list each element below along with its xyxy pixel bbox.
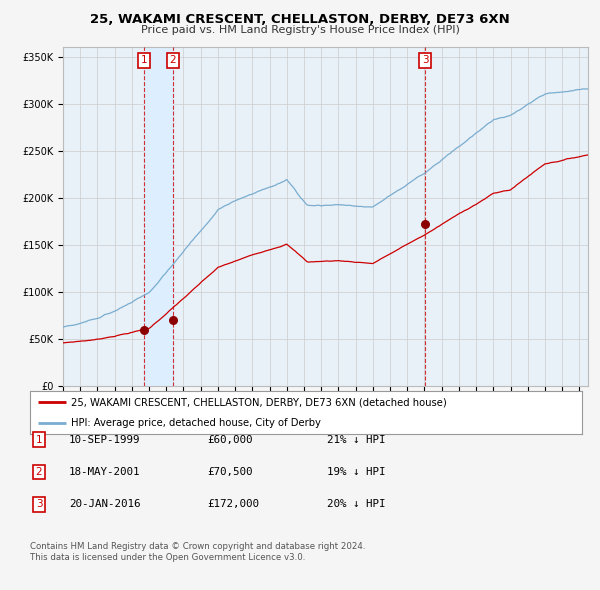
Text: 25, WAKAMI CRESCENT, CHELLASTON, DERBY, DE73 6XN: 25, WAKAMI CRESCENT, CHELLASTON, DERBY, … [90,13,510,26]
Text: 19% ↓ HPI: 19% ↓ HPI [327,467,386,477]
Text: £60,000: £60,000 [207,435,253,444]
Point [139,325,149,335]
Text: 2: 2 [170,55,176,65]
Text: 1: 1 [35,435,43,444]
Point [421,219,430,229]
Text: This data is licensed under the Open Government Licence v3.0.: This data is licensed under the Open Gov… [30,553,305,562]
Text: 2: 2 [35,467,43,477]
Text: 1: 1 [140,55,147,65]
Text: 20% ↓ HPI: 20% ↓ HPI [327,500,386,509]
Bar [144,47,173,386]
Text: 20-JAN-2016: 20-JAN-2016 [69,500,140,509]
Text: 21% ↓ HPI: 21% ↓ HPI [327,435,386,444]
Text: 10-SEP-1999: 10-SEP-1999 [69,435,140,444]
Text: 3: 3 [422,55,428,65]
Text: £70,500: £70,500 [207,467,253,477]
Text: Contains HM Land Registry data © Crown copyright and database right 2024.: Contains HM Land Registry data © Crown c… [30,542,365,550]
Point [168,315,178,324]
Text: 18-MAY-2001: 18-MAY-2001 [69,467,140,477]
Text: 25, WAKAMI CRESCENT, CHELLASTON, DERBY, DE73 6XN (detached house): 25, WAKAMI CRESCENT, CHELLASTON, DERBY, … [71,397,447,407]
Text: Price paid vs. HM Land Registry's House Price Index (HPI): Price paid vs. HM Land Registry's House … [140,25,460,35]
Text: 3: 3 [35,500,43,509]
Text: £172,000: £172,000 [207,500,259,509]
Text: HPI: Average price, detached house, City of Derby: HPI: Average price, detached house, City… [71,418,321,428]
